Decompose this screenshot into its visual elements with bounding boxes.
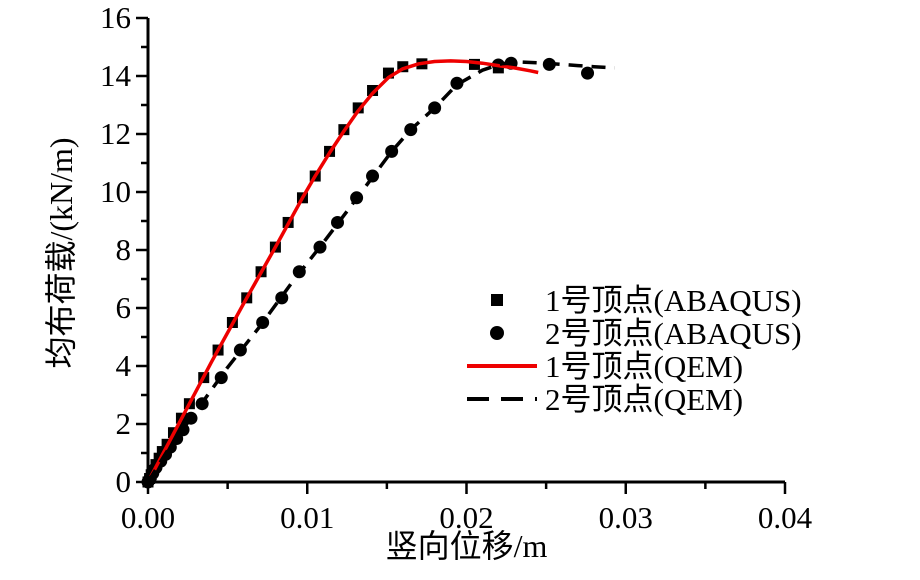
legend-item-label: 1号顶点(ABAQUS) bbox=[545, 283, 802, 318]
series-vertex1-abaqus-marker bbox=[352, 102, 364, 114]
x-axis-title: 竖向位移/m bbox=[386, 528, 548, 564]
series-curve-vertex2-qem bbox=[146, 60, 615, 483]
y-tick-label: 4 bbox=[116, 348, 132, 383]
y-axis-title: 均布荷载/(kN/m) bbox=[43, 137, 79, 368]
legend-square-swatch bbox=[491, 294, 503, 306]
series-vertex1-abaqus-marker bbox=[397, 61, 409, 73]
x-tick-label: 0.01 bbox=[280, 500, 334, 535]
series-vertex2-abaqus-marker bbox=[581, 66, 595, 80]
legend-item-label: 2号顶点(QEM) bbox=[545, 382, 743, 417]
x-tick-label: 0.00 bbox=[121, 500, 175, 535]
legend-item-label: 2号顶点(ABAQUS) bbox=[545, 316, 802, 351]
series-vertex2-abaqus-marker bbox=[275, 291, 289, 305]
y-tick-label: 14 bbox=[100, 58, 132, 93]
series-vertex1-abaqus-marker bbox=[367, 85, 379, 96]
x-tick-label: 0.04 bbox=[758, 500, 813, 535]
legend-circle-swatch bbox=[490, 326, 504, 340]
y-tick-label: 16 bbox=[100, 0, 131, 35]
x-tick-label: 0.03 bbox=[599, 500, 653, 535]
x-tick-label: 0.02 bbox=[439, 500, 493, 535]
y-tick-label: 10 bbox=[100, 174, 131, 209]
series-vertex1-abaqus-marker bbox=[382, 67, 394, 79]
y-tick-label: 8 bbox=[116, 232, 132, 267]
series-vertex2-abaqus-marker bbox=[450, 76, 464, 90]
y-tick-label: 6 bbox=[116, 290, 132, 325]
series-curve-vertex1-qem bbox=[146, 59, 539, 483]
series-vertex1-abaqus-marker bbox=[468, 58, 480, 70]
y-tick-label: 0 bbox=[116, 464, 132, 499]
y-tick-label: 2 bbox=[116, 406, 132, 441]
legend-item-label: 1号顶点(QEM) bbox=[545, 349, 743, 384]
y-tick-label: 12 bbox=[100, 116, 131, 151]
